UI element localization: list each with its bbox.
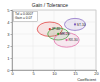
tick-label: 10 (52, 71, 57, 76)
tick-label: 0 (11, 71, 14, 76)
tick-label: 5 (32, 71, 35, 76)
tick-label: 4 (7, 20, 10, 25)
annotation-frame (14, 12, 38, 22)
point-label: ST-10 (77, 23, 86, 27)
grid-line (12, 10, 96, 11)
tick-mark (11, 34, 13, 35)
chart: 0 5 10 15 20 0 1 2 3 4 5 JP-40MK-20 RX-30 ST-10 Gain /… (0, 0, 100, 82)
tick: 3 (7, 32, 12, 37)
title: Gain / Tolerance (32, 2, 69, 8)
tick-label: 3 (7, 32, 10, 37)
annotation: Gain = 0.07 (15, 16, 32, 20)
error-ellipse (65, 18, 86, 30)
grid-line (12, 10, 13, 70)
x-axis: 0 5 10 15 20 (11, 70, 99, 76)
tick: 5 (7, 8, 12, 13)
tick-label: 5 (7, 8, 10, 13)
axis-line (11, 11, 13, 71)
grid-line (12, 58, 96, 59)
tick: 5 (32, 70, 35, 76)
point-label: JP-40 (52, 27, 61, 31)
point-label: MK-20 (60, 32, 70, 36)
tick: 0 (11, 70, 14, 76)
tick: 0 (7, 68, 12, 73)
tick-label: 0 (7, 68, 10, 73)
grid-line (96, 10, 97, 70)
tick: 4 (7, 20, 12, 25)
tick-mark (11, 22, 13, 23)
tick-label: 20 (94, 71, 99, 76)
point (74, 23, 76, 25)
error-ellipse (54, 33, 79, 47)
point (49, 28, 51, 30)
y-axis: 0 1 2 3 4 5 (7, 8, 12, 73)
tick-label: 2 (7, 44, 10, 49)
tick: 2 (7, 44, 12, 49)
grid-line (12, 46, 96, 47)
tick: 1 (7, 56, 12, 61)
tick-label: 15 (73, 71, 78, 76)
annotation-box: Tol = 0.0007Gain = 0.07 (14, 12, 38, 22)
grid (12, 10, 96, 70)
tick-mark (11, 70, 13, 71)
tick-label: 1 (7, 56, 10, 61)
tick: 15 (73, 70, 78, 76)
point (57, 33, 59, 35)
tick: 10 (52, 70, 57, 76)
tick-mark (11, 58, 13, 59)
point-labels: JP-40MK-20 RX-30 ST-10 (52, 23, 86, 43)
plot-frame (12, 10, 96, 70)
tick-mark (11, 10, 13, 11)
point-label: RX-30 (68, 38, 78, 42)
marks (37, 18, 85, 47)
tick-mark (11, 46, 13, 47)
point (65, 39, 67, 41)
x-axis-title: Coefficient (77, 77, 97, 82)
tick: 20 (94, 70, 99, 76)
